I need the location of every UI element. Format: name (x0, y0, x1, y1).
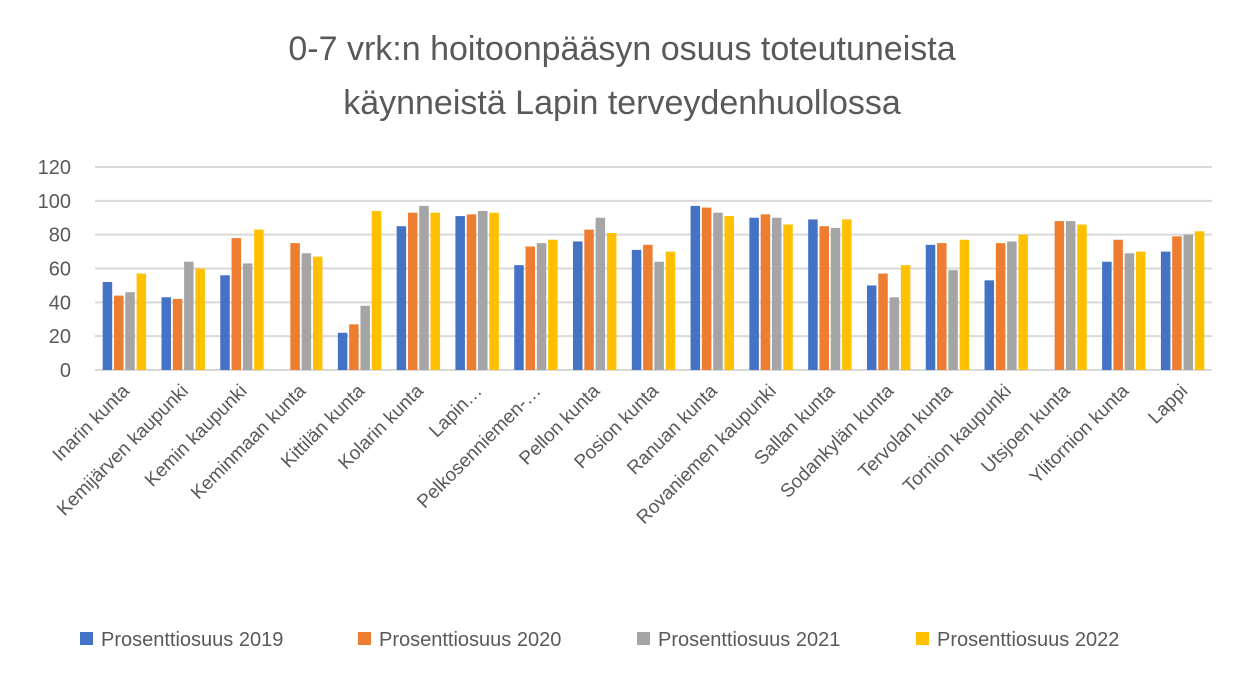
bar (478, 210, 488, 370)
y-tick-label: 0 (60, 360, 71, 382)
legend-swatch (358, 632, 371, 645)
bar (631, 249, 642, 370)
bar (1172, 236, 1182, 370)
y-tick-label: 100 (38, 191, 71, 213)
bar (172, 298, 183, 370)
bar (1160, 251, 1171, 370)
bar (1077, 224, 1087, 370)
bar (396, 226, 407, 370)
bar (783, 224, 793, 370)
bar (937, 243, 947, 370)
legend-label: Prosenttiosuus 2022 (937, 629, 1119, 651)
bar (337, 332, 348, 370)
bar (713, 212, 723, 370)
bar (1183, 234, 1194, 370)
y-tick-label: 120 (38, 157, 71, 179)
bar (136, 273, 147, 370)
bar (1194, 231, 1205, 370)
bar (113, 295, 124, 370)
bar (514, 265, 524, 370)
bar (701, 207, 712, 370)
bar (430, 212, 441, 370)
bar (220, 275, 230, 370)
bar (925, 244, 936, 370)
bar (195, 268, 205, 370)
bar (1113, 239, 1123, 370)
bar (1102, 261, 1112, 370)
bar (866, 285, 877, 370)
bar (536, 243, 547, 370)
bar (548, 239, 558, 370)
legend-swatch (916, 632, 929, 645)
legend-label: Prosenttiosuus 2019 (101, 629, 283, 651)
bar (643, 244, 653, 370)
bar (584, 229, 594, 370)
x-tick-label: Lappi (1144, 381, 1192, 429)
bar (1054, 221, 1065, 370)
bar (242, 263, 253, 370)
bar (161, 297, 171, 370)
bar (654, 261, 664, 370)
bar (489, 212, 499, 370)
bar (419, 205, 429, 370)
bar (760, 214, 771, 370)
bar (724, 216, 734, 370)
y-tick-label: 60 (49, 259, 71, 281)
bar (254, 229, 264, 370)
bar (1124, 253, 1135, 370)
legend-swatch (637, 632, 650, 645)
bar (125, 292, 135, 370)
y-tick-label: 40 (49, 292, 71, 314)
bar (878, 273, 888, 370)
bar (690, 205, 701, 370)
bar (819, 226, 829, 370)
bar (301, 253, 312, 370)
bar (665, 251, 676, 370)
bar (360, 305, 370, 370)
legend-swatch (80, 632, 93, 645)
chart-title-line-2: käynneistä Lapin terveydenhuollossa (343, 84, 901, 122)
bar (455, 216, 465, 370)
bar (1136, 251, 1146, 370)
bar (102, 282, 113, 370)
bar (573, 241, 583, 370)
x-tick-label: Tornion kaupunki (899, 381, 1015, 497)
bar (231, 238, 242, 370)
bar (349, 324, 359, 370)
bar (312, 256, 323, 370)
bar (808, 219, 818, 370)
bar (959, 239, 970, 370)
bar (842, 219, 852, 370)
bar (771, 217, 782, 370)
bar (1018, 234, 1028, 370)
bar (889, 297, 900, 370)
y-tick-label: 20 (49, 326, 71, 348)
x-tick-label: Ylitornion kunta (1026, 380, 1134, 488)
y-tick-label: 80 (49, 225, 71, 247)
bar (995, 243, 1006, 370)
bar (290, 243, 300, 370)
legend-label: Prosenttiosuus 2021 (658, 629, 840, 651)
chart-title-line-1: 0-7 vrk:n hoitoonpääsyn osuus toteutunei… (288, 30, 955, 68)
bar (1065, 221, 1076, 370)
bar (948, 270, 958, 370)
bar (466, 214, 477, 370)
bar (595, 217, 606, 370)
bar (749, 217, 759, 370)
x-tick-label: Kemin kaupunki (141, 381, 251, 491)
bar (1007, 241, 1017, 370)
bar (407, 212, 418, 370)
bar (371, 210, 382, 370)
bar (830, 227, 841, 370)
bar (184, 261, 194, 370)
bar (900, 265, 911, 370)
bar (984, 280, 995, 370)
legend-label: Prosenttiosuus 2020 (379, 629, 561, 651)
bar (606, 232, 617, 370)
bar (525, 246, 536, 370)
